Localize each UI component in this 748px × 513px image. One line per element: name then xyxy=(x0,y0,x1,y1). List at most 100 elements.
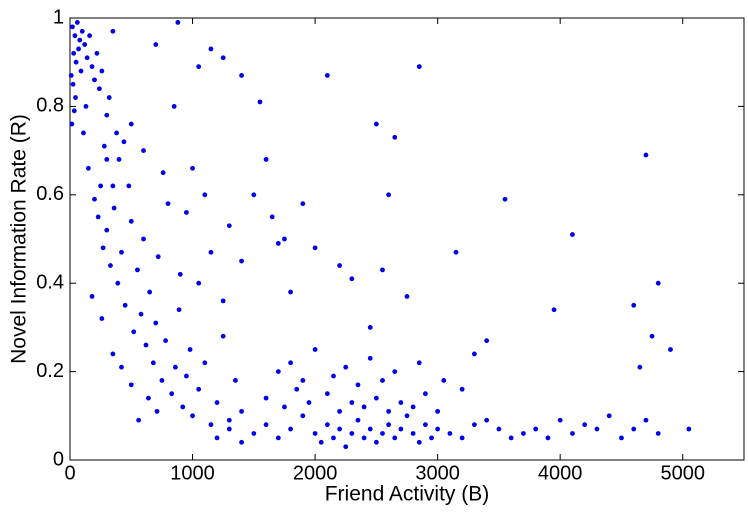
point xyxy=(282,404,287,410)
point xyxy=(410,431,416,436)
point xyxy=(668,347,673,352)
point xyxy=(239,258,244,264)
point xyxy=(380,431,385,436)
point xyxy=(70,81,76,87)
point xyxy=(275,435,281,441)
point xyxy=(81,130,86,136)
y-tick-label: 0.4 xyxy=(36,271,64,293)
point xyxy=(386,192,392,198)
point xyxy=(631,426,637,432)
point xyxy=(294,386,300,392)
point xyxy=(373,121,379,127)
point xyxy=(343,364,349,370)
point xyxy=(106,95,112,100)
point xyxy=(226,223,232,229)
point xyxy=(220,333,226,339)
point xyxy=(288,426,293,432)
point xyxy=(282,236,287,242)
point xyxy=(392,435,398,441)
point xyxy=(496,426,502,432)
point xyxy=(73,95,78,100)
y-axis-label: Novel Information Rate (R) xyxy=(8,114,31,364)
x-tick-label: 4000 xyxy=(538,462,583,484)
point xyxy=(119,364,124,370)
point xyxy=(422,422,428,428)
point xyxy=(208,249,214,255)
point xyxy=(337,408,342,414)
point xyxy=(95,214,101,220)
point xyxy=(147,289,153,295)
point xyxy=(77,37,83,43)
point xyxy=(324,422,330,428)
point xyxy=(435,408,441,414)
point xyxy=(220,298,226,304)
point xyxy=(380,378,385,383)
point xyxy=(87,33,93,39)
x-tick-label: 0 xyxy=(64,462,75,484)
point xyxy=(72,33,78,39)
point xyxy=(392,134,398,140)
x-axis-label: Friend Activity (B) xyxy=(325,483,490,506)
point xyxy=(184,210,189,215)
point xyxy=(263,395,269,401)
point xyxy=(545,435,551,441)
point xyxy=(108,263,113,268)
y-tick-label: 0 xyxy=(53,448,64,470)
point xyxy=(422,391,428,397)
point xyxy=(226,426,232,432)
x-tick-label: 1000 xyxy=(170,462,215,484)
point xyxy=(380,267,385,273)
point xyxy=(557,417,563,423)
y-tick-label: 0.6 xyxy=(36,183,64,205)
point xyxy=(71,108,77,114)
point xyxy=(606,413,612,419)
point xyxy=(355,417,361,423)
point xyxy=(111,205,117,211)
point xyxy=(146,395,151,401)
point xyxy=(453,249,459,255)
point xyxy=(172,364,178,370)
point xyxy=(208,422,214,428)
point xyxy=(128,382,134,388)
point xyxy=(269,214,275,220)
point xyxy=(275,369,281,374)
point xyxy=(649,333,655,339)
point xyxy=(643,152,649,158)
x-tick-label: 2000 xyxy=(293,462,338,484)
point xyxy=(68,73,74,78)
point xyxy=(404,413,410,419)
point xyxy=(655,431,661,436)
point xyxy=(318,439,324,445)
point xyxy=(104,157,110,162)
point xyxy=(94,50,100,56)
point xyxy=(159,378,165,383)
point xyxy=(165,201,171,207)
point xyxy=(92,196,97,202)
point xyxy=(441,378,447,383)
point xyxy=(361,404,367,410)
point xyxy=(99,68,105,74)
point xyxy=(404,294,410,299)
point xyxy=(190,165,195,171)
point xyxy=(175,20,181,25)
point xyxy=(300,378,306,383)
point xyxy=(84,55,90,61)
point xyxy=(373,439,379,445)
point xyxy=(447,431,453,436)
point xyxy=(631,302,637,308)
point xyxy=(116,157,122,162)
point xyxy=(99,316,105,321)
point xyxy=(386,422,392,428)
point xyxy=(386,408,392,414)
point xyxy=(196,386,202,392)
point xyxy=(306,400,312,405)
point xyxy=(459,386,465,392)
point xyxy=(343,444,349,450)
point xyxy=(160,170,166,176)
point xyxy=(110,351,116,357)
point xyxy=(110,28,116,34)
point xyxy=(104,112,110,118)
point xyxy=(76,46,81,52)
point xyxy=(349,276,355,282)
point xyxy=(114,130,119,136)
